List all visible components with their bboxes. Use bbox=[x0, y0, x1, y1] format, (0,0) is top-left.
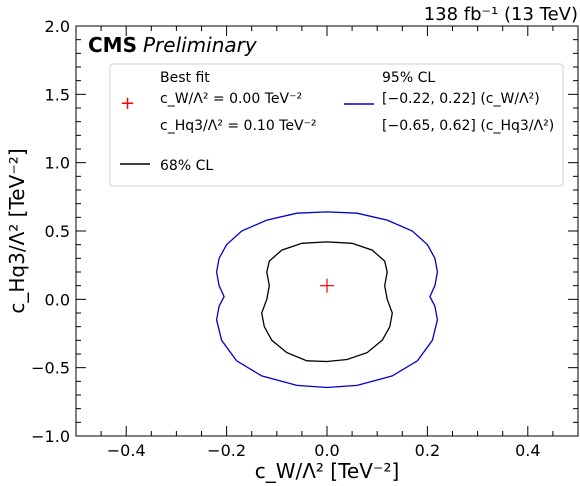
y-tick-label: 0.0 bbox=[45, 290, 70, 309]
y-tick-label: 2.0 bbox=[45, 17, 70, 36]
legend-cl95-title: 95% CL bbox=[382, 70, 435, 86]
x-tick-label: −0.2 bbox=[207, 441, 246, 460]
y-tick-label: 1.0 bbox=[45, 154, 70, 173]
x-axis-label: c_W/Λ² [TeV⁻²] bbox=[255, 459, 400, 483]
contours-layer bbox=[215, 211, 439, 389]
legend-best-fit-title: Best fit bbox=[160, 70, 210, 86]
legend-cl95-cw: [−0.22, 0.22] (c_W/Λ²) bbox=[382, 91, 540, 107]
legend-box bbox=[109, 63, 564, 187]
lumi-label: 138 fb⁻¹ (13 TeV) bbox=[424, 4, 578, 25]
x-tick-label: 0.0 bbox=[314, 441, 339, 460]
ticks-layer: −0.4 −0.2 0.0 0.2 0.4 −1.0 −0.5 0.0 0.5 1.0 1.5 2.0 bbox=[31, 17, 579, 460]
cms-label: CMS Preliminary bbox=[88, 33, 258, 57]
y-axis-label: c_Hq3/Λ² [TeV⁻²] bbox=[5, 148, 29, 313]
y-tick-label: 1.5 bbox=[45, 85, 70, 104]
best-fit-layer bbox=[320, 278, 334, 293]
legend-cl68-label: 68% CL bbox=[160, 158, 213, 174]
legend-best-fit-chq3: c_Hq3/Λ² = 0.10 TeV⁻² bbox=[160, 118, 317, 134]
x-tick-label: 0.2 bbox=[415, 441, 440, 460]
x-tick-label: 0.4 bbox=[515, 441, 540, 460]
legend-best-fit-cw: c_W/Λ² = 0.00 TeV⁻² bbox=[160, 91, 302, 107]
x-tick-label: −0.4 bbox=[107, 441, 146, 460]
contour-95cl bbox=[215, 211, 439, 389]
y-tick-label: 0.5 bbox=[45, 222, 70, 241]
legend-best-fit-marker: + bbox=[120, 93, 135, 114]
y-tick-label: −0.5 bbox=[31, 359, 70, 378]
y-tick-label: −1.0 bbox=[31, 427, 70, 446]
contour-68cl bbox=[261, 241, 393, 363]
legend-cl95-chq3: [−0.65, 0.62] (c_Hq3/Λ²) bbox=[382, 118, 554, 134]
